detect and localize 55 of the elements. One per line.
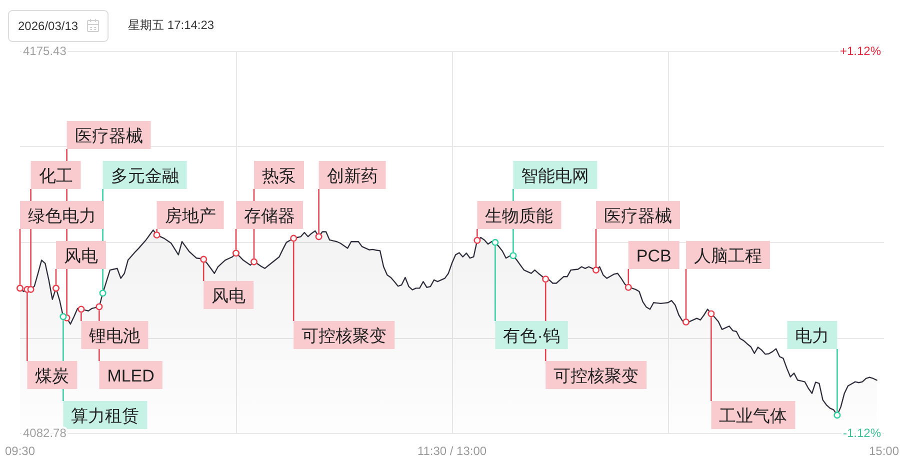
point [78,306,85,313]
y2-tick-label: -1.12% [842,426,882,440]
data-label: 有色·钨 [503,326,560,346]
data-label: MLED [107,366,154,386]
chart-subtitle: 星期五 17:14:23 [128,18,214,32]
point [16,284,24,292]
data-label: 人脑工程 [694,246,762,266]
point [682,318,690,326]
data-label: 可控核聚变 [554,366,639,386]
point [27,286,34,293]
data-label: 创新药 [326,166,378,186]
point [315,233,322,240]
point [153,231,160,239]
data-label: 医疗器械 [74,126,143,146]
data-label: 风电 [212,286,246,306]
point [492,238,499,246]
x-tick-label: 11:30 / 13:00 [417,444,487,458]
data-label: 绿色电力 [28,206,96,226]
point [708,310,715,318]
data-label: 风电 [64,246,98,266]
data-label: 化工 [38,166,73,186]
point [250,258,258,266]
data-label: 房地产 [164,206,216,226]
data-label: 多元金融 [110,166,179,186]
data-label: 智能电网 [521,166,590,186]
point [99,290,106,297]
point [200,256,208,263]
point [52,284,60,292]
point [60,313,67,320]
y-tick-label: 4082.78 [23,426,67,440]
data-label: 生物质能 [485,206,554,226]
point [96,303,103,310]
data-label: 医疗器械 [604,206,672,226]
data-label: PCB [636,246,672,266]
data-label: 锂电池 [88,326,140,346]
chart-title: 2026/03/13 [18,19,78,33]
data-label: 算力租赁 [71,406,140,426]
point [542,276,550,283]
point [474,236,481,244]
x-tick-label: 09:30 [4,444,36,458]
x-tick-label: 15:00 [868,444,900,458]
point [290,234,298,242]
data-label: 热泵 [262,166,296,186]
point [624,284,632,291]
data-label: 电力 [795,326,830,346]
data-label: 存储器 [244,206,295,226]
data-label: 煤炭 [35,366,70,386]
y-tick-label: 4175.43 [23,44,67,58]
y2-tick-label: +1.12% [840,44,882,58]
data-label: 工业气体 [719,406,788,426]
point [592,266,600,274]
data-label: 可控核聚变 [302,326,387,346]
point [232,250,240,257]
point [510,252,517,260]
point [834,412,841,419]
